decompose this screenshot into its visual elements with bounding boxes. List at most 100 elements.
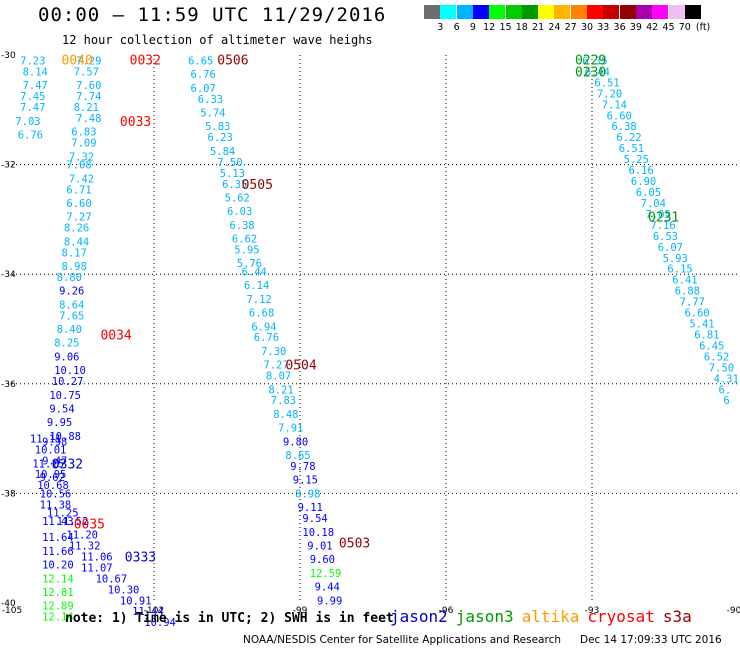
swh-value-label: 8.25 xyxy=(54,338,79,350)
swh-value-label: 11.52 xyxy=(57,516,89,528)
swh-value-label: 7.50 xyxy=(709,362,734,374)
swh-value-label: 7.20 xyxy=(597,88,622,100)
color-scale-label: 6 xyxy=(453,22,460,33)
swh-value-label: 5.93 xyxy=(663,253,688,265)
swh-value-label: 10.94 xyxy=(144,617,176,629)
swh-value-label: 9.80 xyxy=(283,436,308,448)
swh-value-label: 7.57 xyxy=(74,66,99,78)
swh-value-label: 9.99 xyxy=(317,595,342,607)
swh-value-label: 10.95 xyxy=(35,469,67,481)
swh-value-label: 11.44 xyxy=(132,606,164,618)
color-scale-label: 39 xyxy=(629,22,642,33)
swh-value-label: 10.67 xyxy=(96,573,128,585)
color-swatch xyxy=(505,5,522,19)
swh-value-label: 6.88 xyxy=(675,286,700,298)
swh-value-label: 7.32 xyxy=(69,151,94,163)
color-scale-label: 24 xyxy=(548,22,561,33)
color-scale-label: 36 xyxy=(613,22,626,33)
swh-value-label: 6.22 xyxy=(616,132,641,144)
swh-value-label: 7.45 xyxy=(20,91,45,103)
swh-value-label: 11.07 xyxy=(81,562,113,574)
y-tick-label: -30 xyxy=(1,51,16,61)
swh-value-label: 6.38 xyxy=(229,220,254,232)
color-scale-label: 27 xyxy=(564,22,577,33)
swh-value-label: 10.88 xyxy=(49,431,81,443)
color-swatch xyxy=(456,5,473,19)
swh-value-label: 6.07 xyxy=(658,242,683,254)
swh-value-label: 6.14 xyxy=(244,280,269,292)
swh-value-label: 6.03 xyxy=(227,206,252,218)
swh-value-label: 6.53 xyxy=(653,231,678,243)
swh-value-label: 8.17 xyxy=(62,247,87,259)
x-tick-label: -96 xyxy=(439,606,454,616)
swh-value-label: 5.25 xyxy=(624,154,649,166)
swh-value-label: 9.95 xyxy=(47,417,72,429)
color-swatch xyxy=(635,5,652,19)
swh-value-label: 5.74 xyxy=(200,108,225,120)
swh-value-label: 9.11 xyxy=(298,502,323,514)
generated-timestamp: Dec 14 17:09:33 UTC 2016 xyxy=(580,634,722,646)
color-swatch xyxy=(652,5,669,19)
swh-value-label: 7.04 xyxy=(641,198,666,210)
swh-value-label: 7.65 xyxy=(59,310,84,322)
swh-value-label: 6.41 xyxy=(672,275,697,287)
swh-value-label: 12.89 xyxy=(42,601,74,613)
legend-altika: altika xyxy=(521,607,580,626)
swh-value-label: 6.90 xyxy=(631,176,656,188)
swh-value-label: 5.76 xyxy=(237,258,262,270)
swh-value-label: 8.98 xyxy=(295,488,320,500)
swh-value-label: 7.91 xyxy=(278,423,303,435)
swh-value-label: 8.48 xyxy=(273,409,298,421)
swh-value-label: 7.50 xyxy=(217,157,242,169)
footer-note: note: 1) Time is in UTC; 2) SWH is in fe… xyxy=(65,611,394,626)
track-time-label: 0332 xyxy=(52,457,83,472)
swh-value-label: 5.62 xyxy=(225,192,250,204)
swh-value-label: 6.81 xyxy=(694,329,719,341)
x-tick-label: -99 xyxy=(293,606,308,616)
swh-value-label: 7.83 xyxy=(271,395,296,407)
swh-value-label: 7.08 xyxy=(66,160,91,172)
swh-value-label: 7.47 xyxy=(20,102,45,114)
color-scale-label: 3 xyxy=(437,22,444,33)
swh-value-label: 6.44 xyxy=(242,266,267,278)
swh-value-label: 8.21 xyxy=(74,102,99,114)
swh-value-label: 6.15 xyxy=(667,264,692,276)
swh-value-label: 6.45 xyxy=(699,340,724,352)
swh-value-label: 7.16 xyxy=(650,220,675,232)
color-scale-label: 70 xyxy=(678,22,691,33)
swh-value-label: 6.71 xyxy=(66,184,91,196)
swh-value-label: 6.76 xyxy=(18,129,43,141)
swh-value-label: 9.06 xyxy=(54,351,79,363)
y-tick-label: -32 xyxy=(1,161,16,171)
swh-value-label: 7.27 xyxy=(264,360,289,372)
track-time-label: 0230 xyxy=(575,65,606,80)
swh-value-label: 7.48 xyxy=(76,113,101,125)
color-scale-label: 30 xyxy=(580,22,594,33)
track-time-label: 0231 xyxy=(648,211,679,226)
color-swatch xyxy=(570,5,587,19)
swh-value-label: 6. xyxy=(719,384,732,396)
swh-value-label: 8.26 xyxy=(64,223,89,235)
swh-value-label: 7.12 xyxy=(246,294,271,306)
chart-subtitle: 12 hour collection of altimeter wave hei… xyxy=(62,33,373,47)
x-tick-label: -93 xyxy=(585,606,600,616)
swh-value-label: 7.14 xyxy=(602,99,627,111)
swh-value-label: 7.30 xyxy=(261,346,286,358)
credit-line: NOAA/NESDIS Center for Satellite Applica… xyxy=(243,634,561,646)
swh-value-label: 11.20 xyxy=(66,530,98,542)
track-time-label: 0040 xyxy=(62,53,93,68)
track-time-label: 0035 xyxy=(74,518,105,533)
swh-value-label: 4.31 xyxy=(714,373,739,385)
swh-value-label: 8.21 xyxy=(268,384,293,396)
track-time-label: 0229 xyxy=(575,53,606,68)
swh-value-label: 6.07 xyxy=(191,83,216,95)
swh-value-label: 9.44 xyxy=(315,582,340,594)
y-tick-label: -40 xyxy=(1,599,16,609)
swh-value-label: 6.94 xyxy=(251,321,276,333)
track-time-label: 0032 xyxy=(130,53,161,68)
color-scale-label: 15 xyxy=(499,22,512,33)
color-scale-label: 12 xyxy=(483,22,496,33)
swh-value-label: 5.95 xyxy=(234,245,259,257)
track-time-label: 0034 xyxy=(100,328,131,343)
